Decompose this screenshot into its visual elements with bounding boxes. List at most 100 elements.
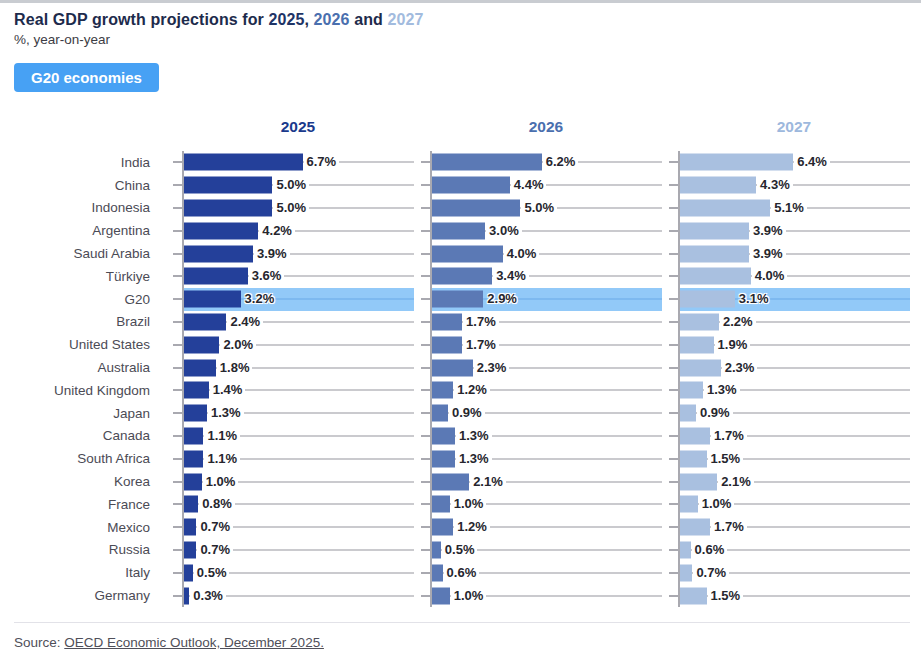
country-label: Saudi Arabia — [14, 242, 166, 265]
bar — [680, 496, 698, 513]
country-label: Italy — [14, 561, 166, 584]
source-link[interactable]: OECD Economic Outlook, December 2025. — [64, 635, 324, 650]
source-note: Source: OECD Economic Outlook, December … — [14, 622, 910, 650]
value-label: 1.9% — [715, 337, 751, 353]
bar — [184, 405, 207, 422]
country-label: Türkiye — [14, 265, 166, 288]
value-label: 3.6% — [249, 268, 285, 284]
axis-tick — [669, 253, 678, 255]
axis-tick — [173, 503, 182, 505]
country-label: Canada — [14, 425, 166, 448]
axis-tick — [173, 230, 182, 232]
bar — [432, 587, 450, 604]
bar — [184, 587, 189, 604]
country-label: United Kingdom — [14, 379, 166, 402]
chart-row-2026-china: 4.4% — [432, 174, 662, 197]
value-label: 1.0% — [451, 496, 487, 512]
axis-tick — [421, 344, 430, 346]
value-label: 1.3% — [208, 405, 244, 421]
country-label: Argentina — [14, 219, 166, 242]
axis-tick — [173, 549, 182, 551]
axis-tick — [669, 595, 678, 597]
axis-tick — [173, 184, 182, 186]
bar — [432, 473, 469, 490]
chart-row-2027-united-kingdom: 1.3% — [680, 379, 910, 402]
country-labels-column: IndiaChinaIndonesiaArgentinaSaudi Arabia… — [14, 118, 166, 607]
bar — [432, 450, 455, 467]
axis-tick — [669, 275, 678, 277]
axis-tick — [173, 412, 182, 414]
value-label: 5.1% — [771, 200, 807, 216]
title-year-2027: 2027 — [387, 11, 423, 28]
value-label: 1.7% — [711, 428, 747, 444]
country-label: Mexico — [14, 516, 166, 539]
bar — [432, 313, 462, 330]
chart-row-2027-australia: 2.3% — [680, 356, 910, 379]
plot-area-2027: 6.4%4.3%5.1%3.9%3.9%4.0%3.1%2.2%1.9%2.3%… — [678, 151, 910, 607]
bar — [680, 154, 793, 171]
axis-tick — [421, 503, 430, 505]
title-separator: , — [305, 11, 314, 28]
bar — [184, 382, 209, 399]
bar — [680, 268, 751, 285]
chart-row-2025-china: 5.0% — [184, 174, 414, 197]
axis-tick — [421, 298, 430, 300]
chart-row-2025-russia: 0.7% — [184, 539, 414, 562]
value-label: 2.4% — [227, 314, 263, 330]
axis-tick — [421, 275, 430, 277]
bar — [680, 245, 749, 262]
axis-tick — [421, 526, 430, 528]
bar — [432, 359, 473, 376]
chart-subtitle: %, year-on-year — [14, 32, 910, 47]
plot-area-2026: 6.2%4.4%5.0%3.0%4.0%3.4%2.9%1.7%1.7%2.3%… — [430, 151, 662, 607]
bar — [432, 268, 492, 285]
value-label: 2.0% — [220, 337, 256, 353]
country-label: China — [14, 174, 166, 197]
chart-row-2025-japan: 1.3% — [184, 402, 414, 425]
axis-tick — [173, 275, 182, 277]
chart-row-2025-germany: 0.3% — [184, 584, 414, 607]
axis-tick — [173, 595, 182, 597]
bar — [432, 336, 462, 353]
value-label: 0.5% — [194, 565, 230, 581]
chart-row-2026-mexico: 1.2% — [432, 516, 662, 539]
chart-row-2026-russia: 0.5% — [432, 539, 662, 562]
value-label: 1.8% — [217, 360, 253, 376]
axis-tick — [421, 230, 430, 232]
chart-row-2026-saudi-arabia: 4.0% — [432, 242, 662, 265]
axis-tick — [669, 344, 678, 346]
axis-tick — [669, 526, 678, 528]
axis-tick — [421, 549, 430, 551]
plot-area-2025: 6.7%5.0%5.0%4.2%3.9%3.6%3.2%2.4%2.0%1.8%… — [182, 151, 414, 607]
axis-tick — [173, 526, 182, 528]
axis-tick — [669, 230, 678, 232]
chart-row-2025-south-africa: 1.1% — [184, 447, 414, 470]
value-label: 4.0% — [752, 268, 788, 284]
panel-header-2026: 2026 — [430, 118, 662, 138]
country-label: Germany — [14, 584, 166, 607]
bar — [680, 199, 770, 216]
chart-row-2026-germany: 1.0% — [432, 584, 662, 607]
bar — [432, 245, 503, 262]
axis-tick — [173, 321, 182, 323]
year-panel-2026: 2026 6.2%4.4%5.0%3.0%4.0%3.4%2.9%1.7%1.7%… — [430, 118, 662, 607]
bar — [432, 541, 441, 558]
bar — [184, 245, 253, 262]
axis-tick — [421, 184, 430, 186]
axis-tick — [421, 481, 430, 483]
chart-row-2027-south-africa: 1.5% — [680, 447, 910, 470]
value-label: 5.0% — [273, 177, 309, 193]
chart-row-2027-japan: 0.9% — [680, 402, 910, 425]
axis-tick — [421, 367, 430, 369]
bar — [432, 177, 510, 194]
axis-tick — [173, 481, 182, 483]
country-label: Russia — [14, 539, 166, 562]
value-label: 1.0% — [451, 588, 487, 604]
bar — [680, 336, 714, 353]
g20-economies-filter-button[interactable]: G20 economies — [14, 63, 159, 92]
axis-tick — [421, 572, 430, 574]
chart-row-2025-korea: 1.0% — [184, 470, 414, 493]
bar — [184, 473, 202, 490]
axis-tick — [669, 161, 678, 163]
value-label: 2.9% — [484, 291, 520, 307]
